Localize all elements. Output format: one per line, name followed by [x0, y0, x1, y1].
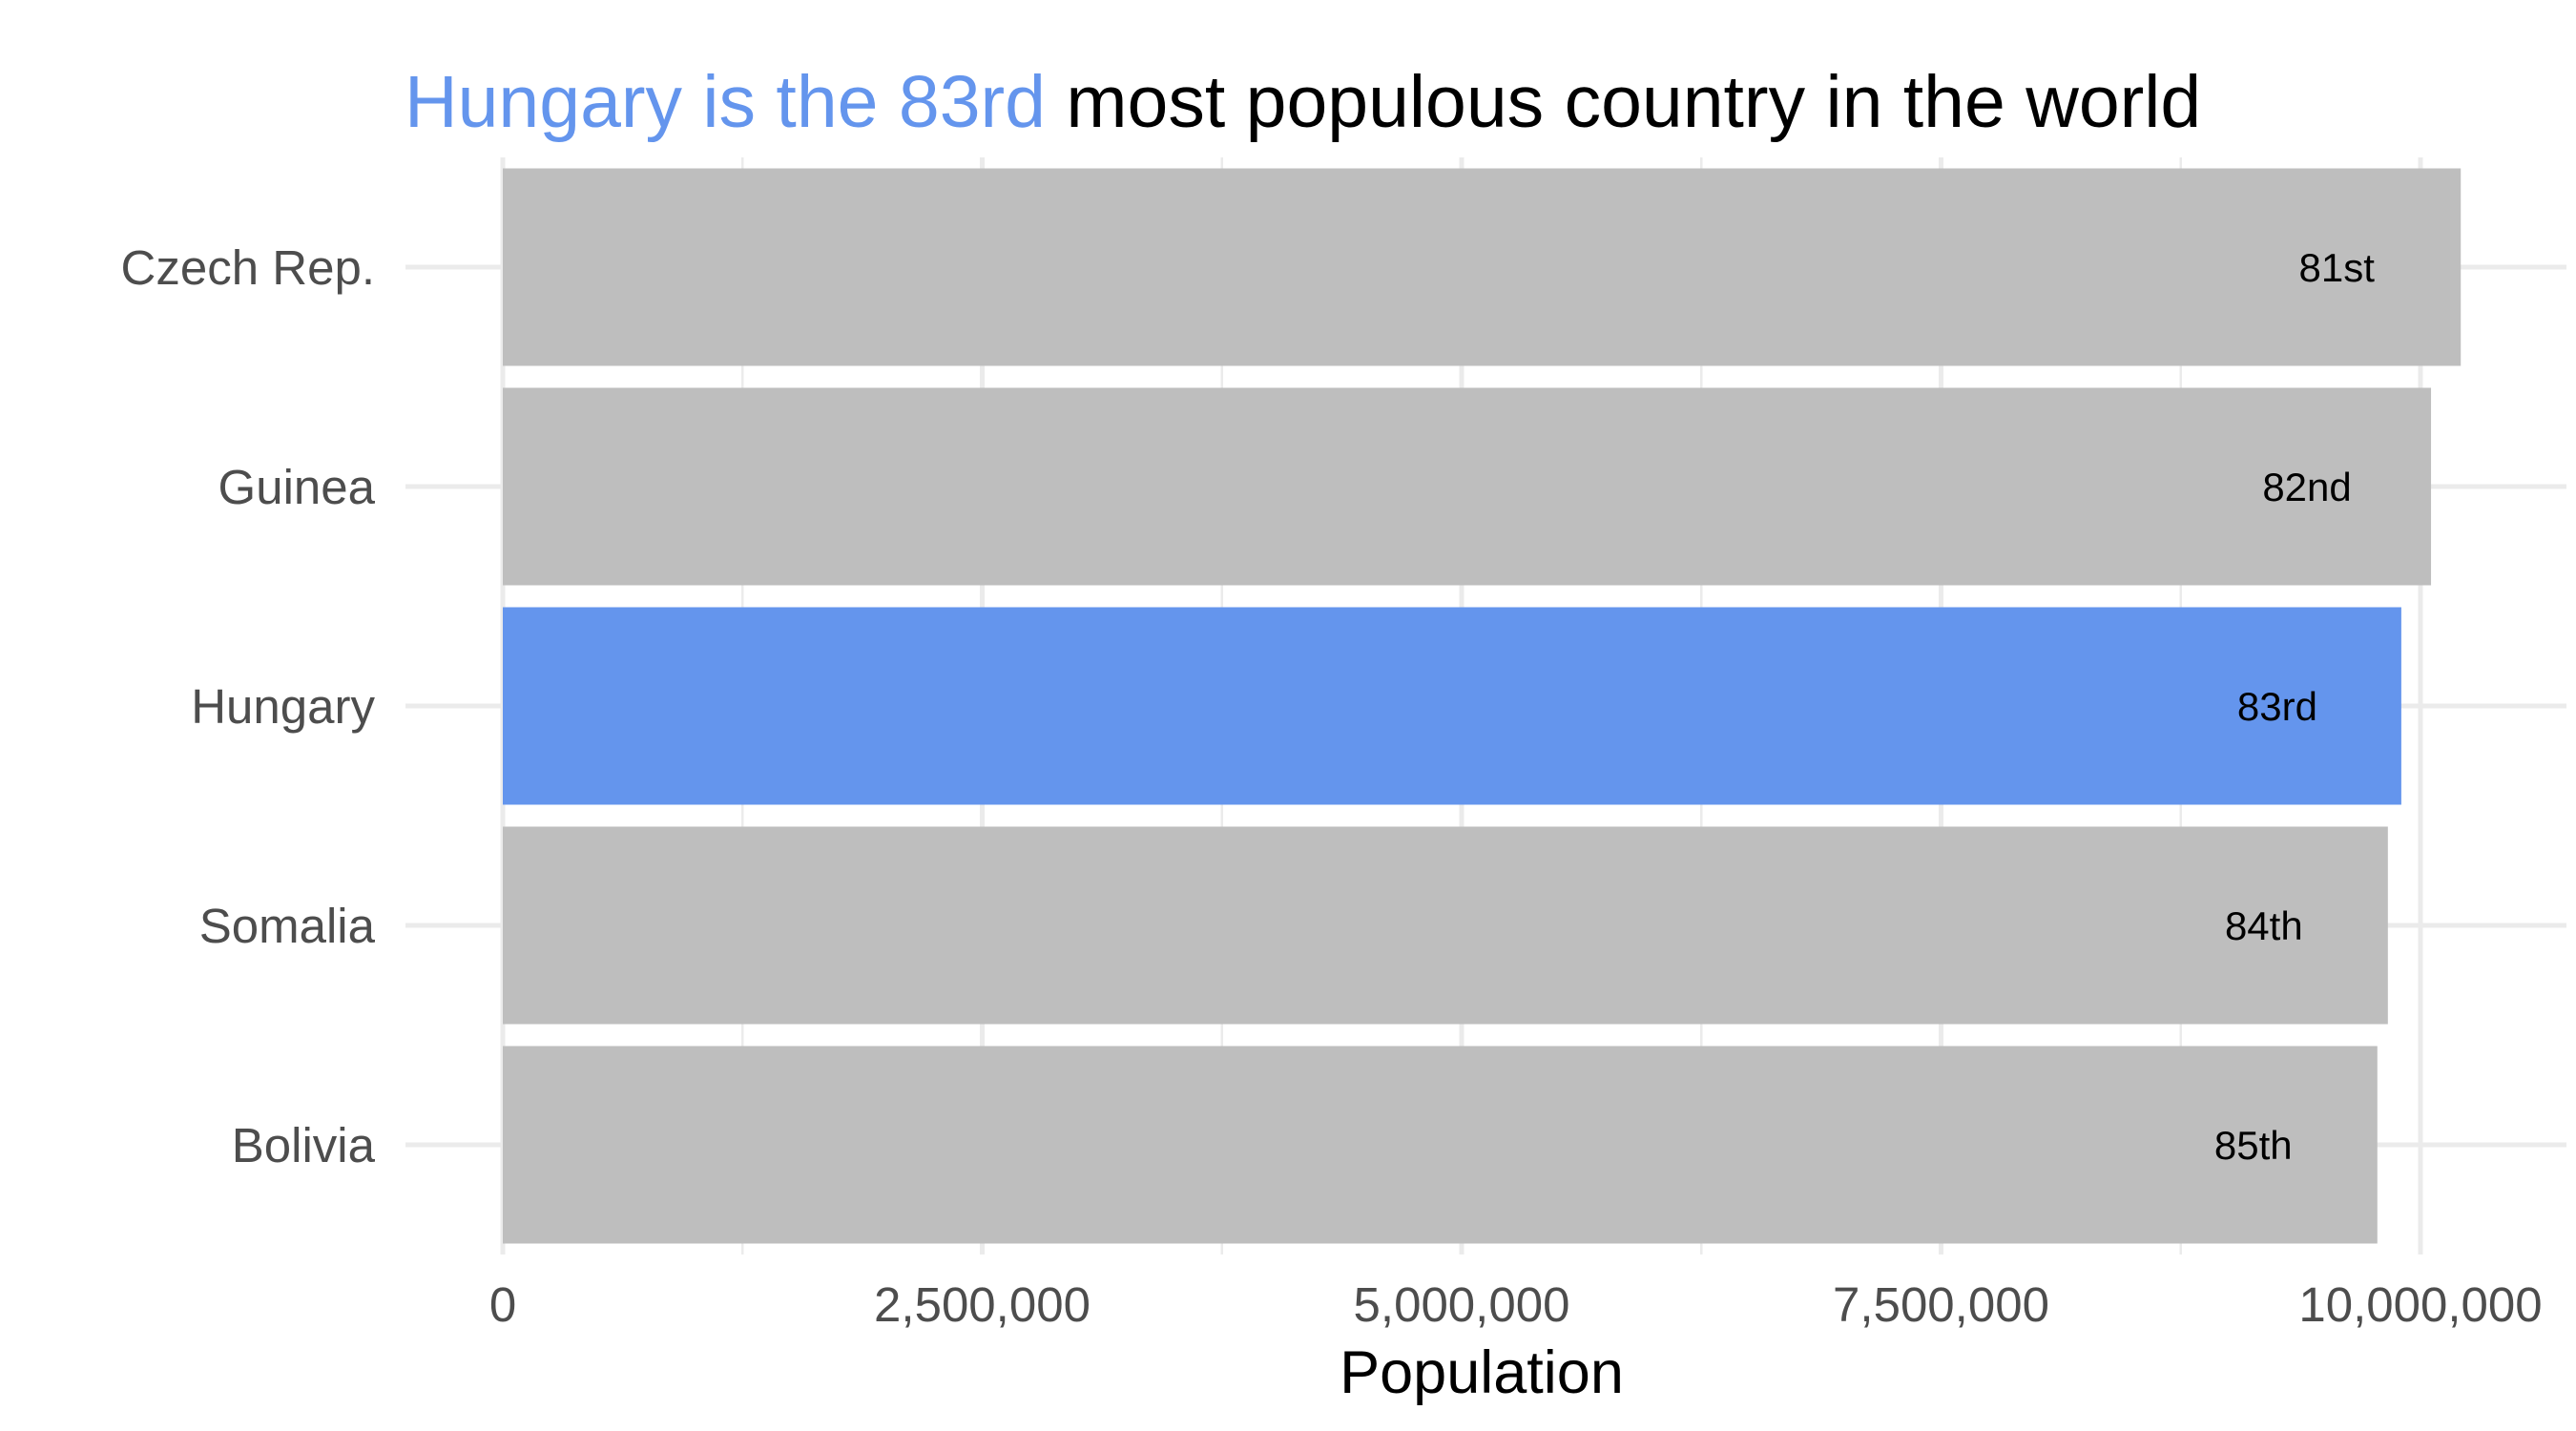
- bars: [503, 168, 2462, 1244]
- bar-guinea: [503, 387, 2432, 586]
- y-axis: Czech Rep. Guinea Hungary Somalia Bolivia: [121, 240, 376, 1172]
- x-tick-label: 7,500,000: [1833, 1277, 2049, 1332]
- y-tick-label: Bolivia: [232, 1118, 376, 1172]
- bar-somalia: [503, 826, 2388, 1025]
- x-axis: 0 2,500,000 5,000,000 7,500,000 10,000,000: [489, 1277, 2543, 1332]
- bar-label: 82nd: [2262, 465, 2351, 509]
- x-axis-title: Population: [1340, 1339, 1624, 1406]
- bar-hungary: [503, 607, 2401, 805]
- bar-czech-rep: [503, 168, 2462, 366]
- bar-label: 84th: [2225, 903, 2303, 948]
- y-tick-label: Somalia: [199, 899, 376, 953]
- x-tick-label: 2,500,000: [874, 1277, 1091, 1332]
- bar-label: 81st: [2299, 245, 2376, 290]
- x-tick-label: 10,000,000: [2298, 1277, 2542, 1332]
- x-tick-label: 0: [489, 1277, 516, 1332]
- x-tick-label: 5,000,000: [1354, 1277, 1570, 1332]
- chart-title-rest: most populous country in the world: [1046, 61, 2201, 143]
- bar-labels: 81st 82nd 83rd 84th 85th: [2214, 245, 2375, 1168]
- bar-label: 83rd: [2237, 684, 2317, 729]
- chart-title: Hungary is the 83rd most populous countr…: [405, 61, 2201, 143]
- bar-label: 85th: [2214, 1123, 2293, 1168]
- chart-title-highlight: Hungary is the 83rd: [405, 61, 1046, 143]
- y-tick-label: Czech Rep.: [121, 240, 375, 295]
- y-tick-label: Guinea: [218, 460, 376, 514]
- y-tick-label: Hungary: [191, 679, 375, 734]
- bar-bolivia: [503, 1046, 2378, 1244]
